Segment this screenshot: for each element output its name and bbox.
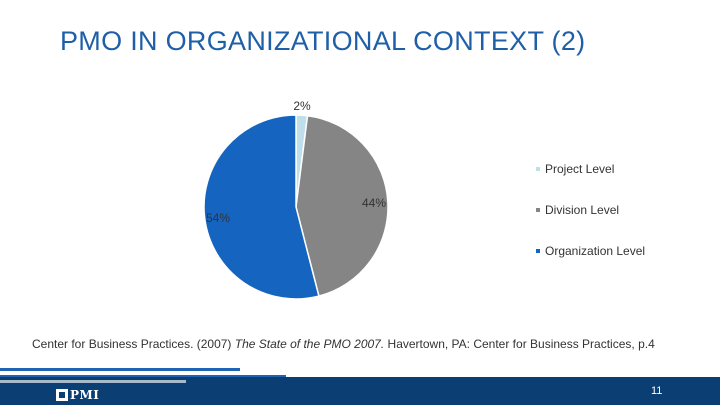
legend-label: Organization Level	[545, 244, 646, 258]
logo-text: PMI	[70, 388, 100, 402]
logo-mark-icon	[56, 389, 68, 401]
footer-accent-line	[0, 368, 240, 371]
source-prefix: Center for Business Practices. (2007)	[32, 337, 235, 351]
legend-item: Organization Level	[536, 244, 645, 258]
legend-swatch	[536, 249, 540, 253]
slide-title: PMO IN ORGANIZATIONAL CONTEXT (2)	[60, 26, 586, 56]
pie-slice-division-level	[295, 114, 389, 298]
legend-label: Project Level	[545, 162, 615, 176]
source-title: The State of the PMO 2007.	[234, 337, 385, 351]
pmi-logo: PMI	[56, 388, 99, 402]
source-suffix: Havertown, PA: Center for Business Pract…	[384, 337, 655, 351]
pie-chart: 2% 44% 54%	[203, 99, 389, 300]
data-label: 44%	[362, 196, 386, 210]
legend-item: Division Level	[536, 203, 619, 217]
data-label: 54%	[206, 211, 230, 225]
footer-accent-line	[0, 375, 286, 378]
source-citation: Center for Business Practices. (2007) Th…	[32, 337, 655, 351]
pie-slice-organization-level	[203, 114, 320, 300]
page-number: 11	[651, 385, 663, 397]
data-label: 2%	[293, 99, 311, 113]
legend-item: Project Level	[536, 162, 614, 176]
legend-swatch	[536, 167, 540, 171]
legend-label: Division Level	[545, 203, 620, 217]
footer-accent-line	[0, 380, 186, 383]
legend-swatch	[536, 208, 540, 212]
